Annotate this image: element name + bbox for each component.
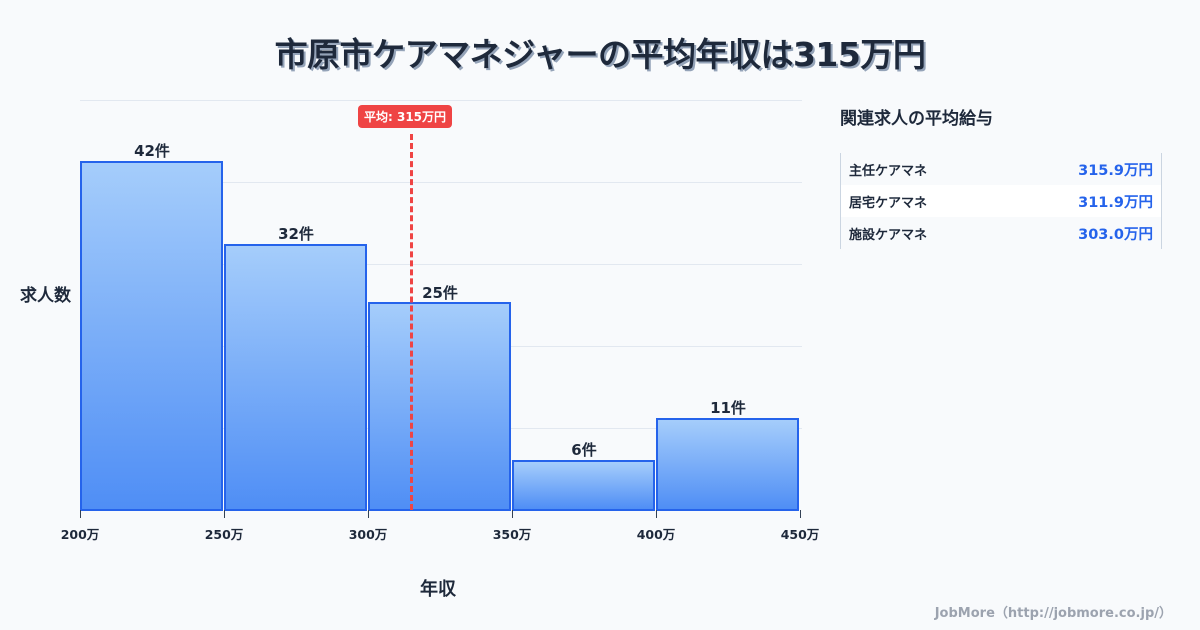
job-salary: 311.9万円 xyxy=(1078,194,1153,211)
gridline xyxy=(80,100,802,101)
x-tick-label: 350万 xyxy=(492,527,532,542)
job-salary: 315.9万円 xyxy=(1078,162,1153,179)
bar-250-300 xyxy=(224,244,367,511)
x-tick xyxy=(656,510,657,518)
x-axis-label: 年収 xyxy=(420,579,456,600)
x-tick xyxy=(224,510,225,518)
salary-row: 居宅ケアマネ 311.9万円 xyxy=(841,185,1161,217)
x-tick xyxy=(800,510,801,518)
y-axis-label: 求人数 xyxy=(20,286,71,306)
job-name: 施設ケアマネ xyxy=(849,227,928,243)
x-tick xyxy=(368,510,369,518)
histogram-chart: 求人数 42件 32件 25件 6件 11件 平均: 315万円 200万 25… xyxy=(20,100,820,600)
bar-300-350 xyxy=(368,302,511,511)
x-tick-label: 300万 xyxy=(348,527,388,542)
bar-350-400 xyxy=(512,460,655,511)
bar-value-label: 32件 xyxy=(278,225,314,243)
x-tick-label: 250万 xyxy=(204,527,244,542)
job-name: 主任ケアマネ xyxy=(849,163,928,179)
related-salaries-table: 主任ケアマネ 315.9万円 居宅ケアマネ 311.9万円 施設ケアマネ 303… xyxy=(840,153,1162,249)
job-name: 居宅ケアマネ xyxy=(849,195,928,211)
x-tick-label: 200万 xyxy=(60,527,100,542)
bar-value-label: 6件 xyxy=(571,441,597,459)
x-tick-label: 400万 xyxy=(636,527,676,542)
related-salaries-title: 関連求人の平均給与 xyxy=(840,109,993,129)
salary-row: 主任ケアマネ 315.9万円 xyxy=(841,153,1161,185)
average-line xyxy=(410,134,413,510)
gridline xyxy=(80,264,802,265)
source-credit: JobMore（http://jobmore.co.jp/） xyxy=(934,606,1172,621)
job-salary: 303.0万円 xyxy=(1078,226,1153,243)
bar-value-label: 11件 xyxy=(710,399,746,417)
gridline xyxy=(80,182,802,183)
x-tick xyxy=(512,510,513,518)
bar-400-450 xyxy=(656,418,799,511)
related-salaries-panel: 関連求人の平均給与 主任ケアマネ 315.9万円 居宅ケアマネ 311.9万円 … xyxy=(840,104,1162,249)
page-title: 市原市ケアマネジャーの平均年収は315万円 xyxy=(274,35,926,74)
x-tick-label: 450万 xyxy=(780,527,820,542)
bar-200-250 xyxy=(80,161,223,511)
average-badge: 平均: 315万円 xyxy=(358,105,453,128)
x-tick xyxy=(80,510,81,518)
bar-value-label: 42件 xyxy=(134,142,170,160)
bar-value-label: 25件 xyxy=(422,284,458,302)
salary-row: 施設ケアマネ 303.0万円 xyxy=(841,217,1161,249)
